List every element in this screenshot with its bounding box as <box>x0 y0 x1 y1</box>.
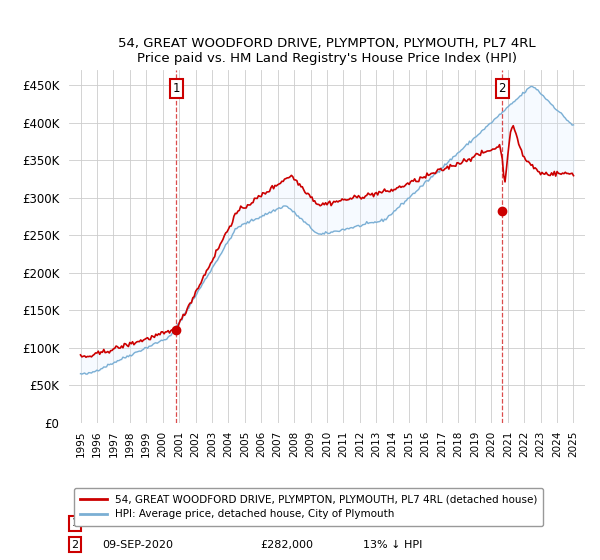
Text: 09-SEP-2020: 09-SEP-2020 <box>103 539 173 549</box>
Legend: 54, GREAT WOODFORD DRIVE, PLYMPTON, PLYMOUTH, PL7 4RL (detached house), HPI: Ave: 54, GREAT WOODFORD DRIVE, PLYMPTON, PLYM… <box>74 488 544 526</box>
Text: 14% ↑ HPI: 14% ↑ HPI <box>363 519 422 528</box>
Text: 2: 2 <box>71 539 79 549</box>
Text: £124,000: £124,000 <box>260 519 313 528</box>
Text: 1: 1 <box>71 519 79 528</box>
Text: 1: 1 <box>173 82 180 95</box>
Text: 30-OCT-2000: 30-OCT-2000 <box>103 519 175 528</box>
Text: £282,000: £282,000 <box>260 539 313 549</box>
Title: 54, GREAT WOODFORD DRIVE, PLYMPTON, PLYMOUTH, PL7 4RL
Price paid vs. HM Land Reg: 54, GREAT WOODFORD DRIVE, PLYMPTON, PLYM… <box>118 36 536 64</box>
Text: 13% ↓ HPI: 13% ↓ HPI <box>363 539 422 549</box>
Text: 2: 2 <box>499 82 506 95</box>
